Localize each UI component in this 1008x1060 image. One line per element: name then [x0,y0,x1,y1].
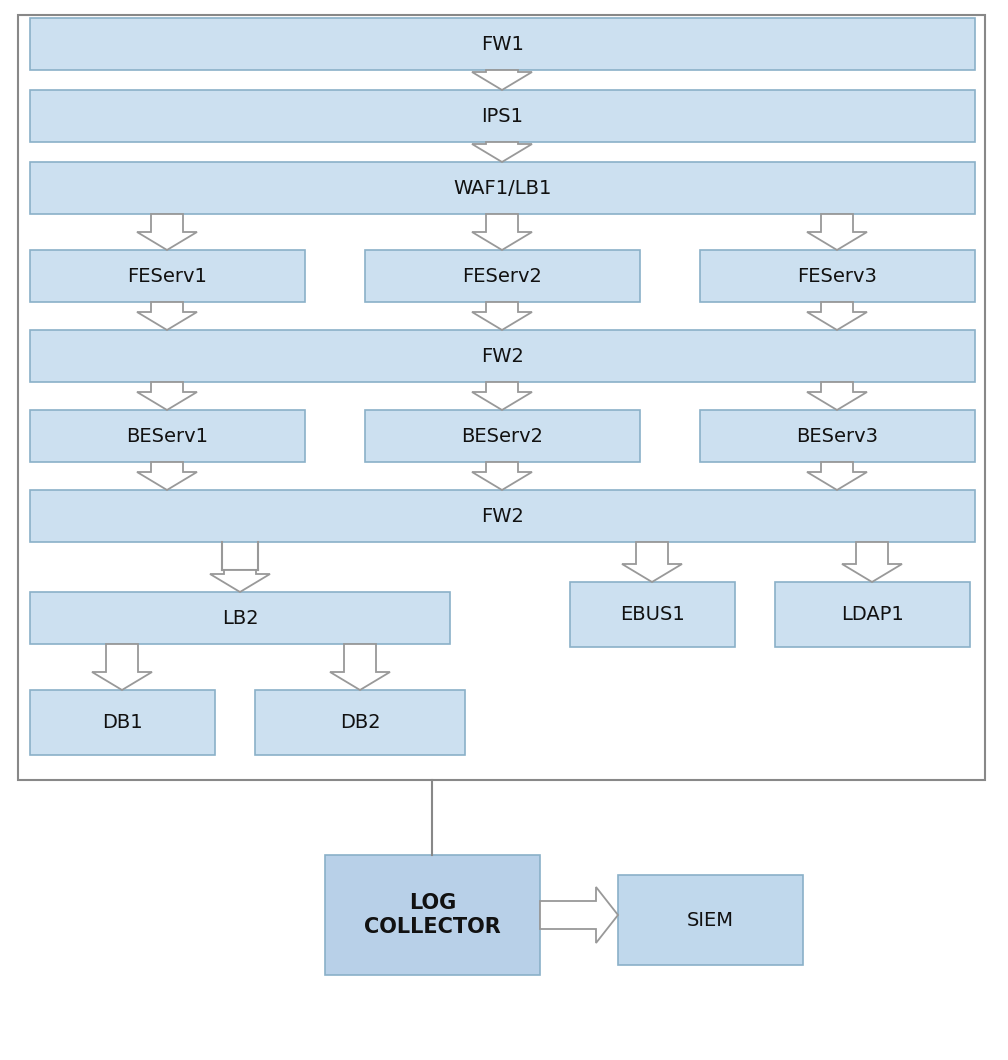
Bar [700,410,975,462]
Bar [18,15,985,780]
Text: FW2: FW2 [481,347,524,366]
Text: LOG
COLLECTOR: LOG COLLECTOR [364,894,501,937]
Polygon shape [472,302,532,330]
Polygon shape [472,214,532,250]
Text: FW2: FW2 [481,507,524,526]
Polygon shape [540,887,618,943]
Polygon shape [137,382,197,410]
Polygon shape [137,462,197,490]
Polygon shape [807,302,867,330]
Bar [30,591,450,644]
Bar [700,250,975,302]
Text: BEServ3: BEServ3 [796,426,879,445]
Text: LB2: LB2 [222,608,258,628]
Bar [30,250,305,302]
Bar [30,410,305,462]
Text: BEServ2: BEServ2 [462,426,543,445]
Polygon shape [842,542,902,582]
Polygon shape [472,70,532,90]
Text: DB2: DB2 [340,713,380,732]
Bar [365,250,640,302]
Polygon shape [137,214,197,250]
Polygon shape [330,644,390,690]
Polygon shape [807,382,867,410]
Bar [325,855,540,975]
Polygon shape [472,462,532,490]
Polygon shape [622,542,682,582]
Text: EBUS1: EBUS1 [620,605,684,624]
Polygon shape [472,142,532,162]
Text: IPS1: IPS1 [482,106,523,125]
Text: SIEM: SIEM [687,911,734,930]
Bar [365,410,640,462]
Text: FEServ3: FEServ3 [797,266,877,285]
Bar [570,582,735,647]
Polygon shape [92,644,152,690]
Polygon shape [137,302,197,330]
Polygon shape [210,570,270,591]
Bar [30,490,975,542]
Bar [775,582,970,647]
Bar [618,874,803,965]
Bar [30,330,975,382]
Bar [30,90,975,142]
Bar [30,18,975,70]
Polygon shape [807,462,867,490]
Polygon shape [472,382,532,410]
Bar [30,690,215,755]
Text: LDAP1: LDAP1 [841,605,904,624]
Text: DB1: DB1 [102,713,143,732]
Text: WAF1/LB1: WAF1/LB1 [454,178,551,197]
Text: BEServ1: BEServ1 [126,426,209,445]
Text: FEServ1: FEServ1 [128,266,208,285]
Text: FW1: FW1 [481,35,524,53]
Text: FEServ2: FEServ2 [463,266,542,285]
Bar [30,162,975,214]
Bar [255,690,465,755]
Polygon shape [807,214,867,250]
